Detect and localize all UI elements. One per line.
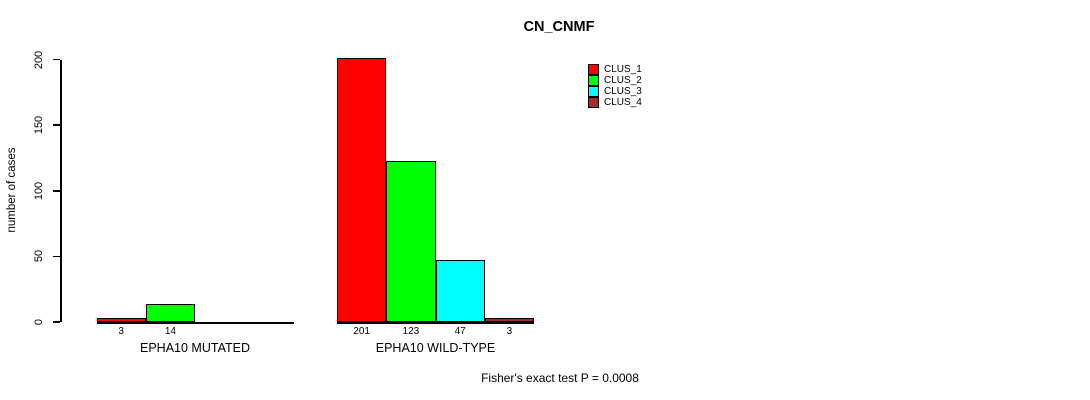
statistical-test-annotation: Fisher's exact test P = 0.0008 (481, 371, 639, 385)
y-axis-tick-label: 100 (33, 181, 45, 200)
bar-clus_2 (386, 160, 436, 322)
y-axis-tick (53, 124, 60, 126)
legend: CLUS_1 CLUS_2 CLUS_3 CLUS_4 (588, 64, 642, 108)
y-axis-tick (53, 255, 60, 258)
bar-clus_4 (484, 318, 534, 322)
legend-label: CLUS_2 (604, 75, 642, 86)
y-axis-tick (53, 190, 60, 192)
legend-swatch-icon (588, 75, 599, 86)
legend-swatch-icon (588, 86, 599, 97)
legend-swatch-icon (588, 64, 599, 75)
bar-value-label: 3 (118, 326, 124, 337)
bar-value-label: 47 (454, 326, 466, 337)
legend-item-clus_4: CLUS_4 (588, 97, 642, 108)
legend-item-clus_2: CLUS_2 (588, 75, 642, 86)
bar-clus_2 (145, 303, 195, 322)
bar-clus_3 (435, 260, 485, 322)
x-axis-group-label: EPHA10 MUTATED (140, 341, 250, 355)
x-axis-group-label: EPHA10 WILD-TYPE (375, 341, 496, 355)
y-axis-tick (53, 58, 60, 61)
legend-item-clus_1: CLUS_1 (588, 64, 642, 75)
bar-clus_1 (337, 58, 387, 322)
y-axis-tick-label: 150 (33, 115, 45, 135)
y-axis-tick-label: 200 (33, 50, 45, 69)
x-axis-baseline (337, 322, 534, 324)
legend-label: CLUS_4 (604, 97, 642, 108)
bar-value-label: 201 (353, 326, 370, 337)
chart-title: CN_CNMF (523, 19, 595, 35)
y-axis-tick (53, 321, 60, 323)
bar-value-label: 3 (506, 326, 513, 337)
y-axis-tick-label: 50 (33, 250, 45, 263)
y-axis-line (60, 59, 62, 322)
legend-swatch-icon (588, 97, 599, 108)
legend-item-clus_3: CLUS_3 (588, 86, 642, 97)
bar-clus_1 (96, 318, 146, 322)
legend-label: CLUS_3 (604, 86, 642, 97)
legend-label: CLUS_1 (604, 64, 642, 75)
bar-value-label: 14 (164, 326, 176, 337)
y-axis-tick-label: 0 (33, 318, 45, 326)
x-axis-baseline (96, 322, 294, 324)
bar-value-label: 123 (402, 326, 420, 337)
